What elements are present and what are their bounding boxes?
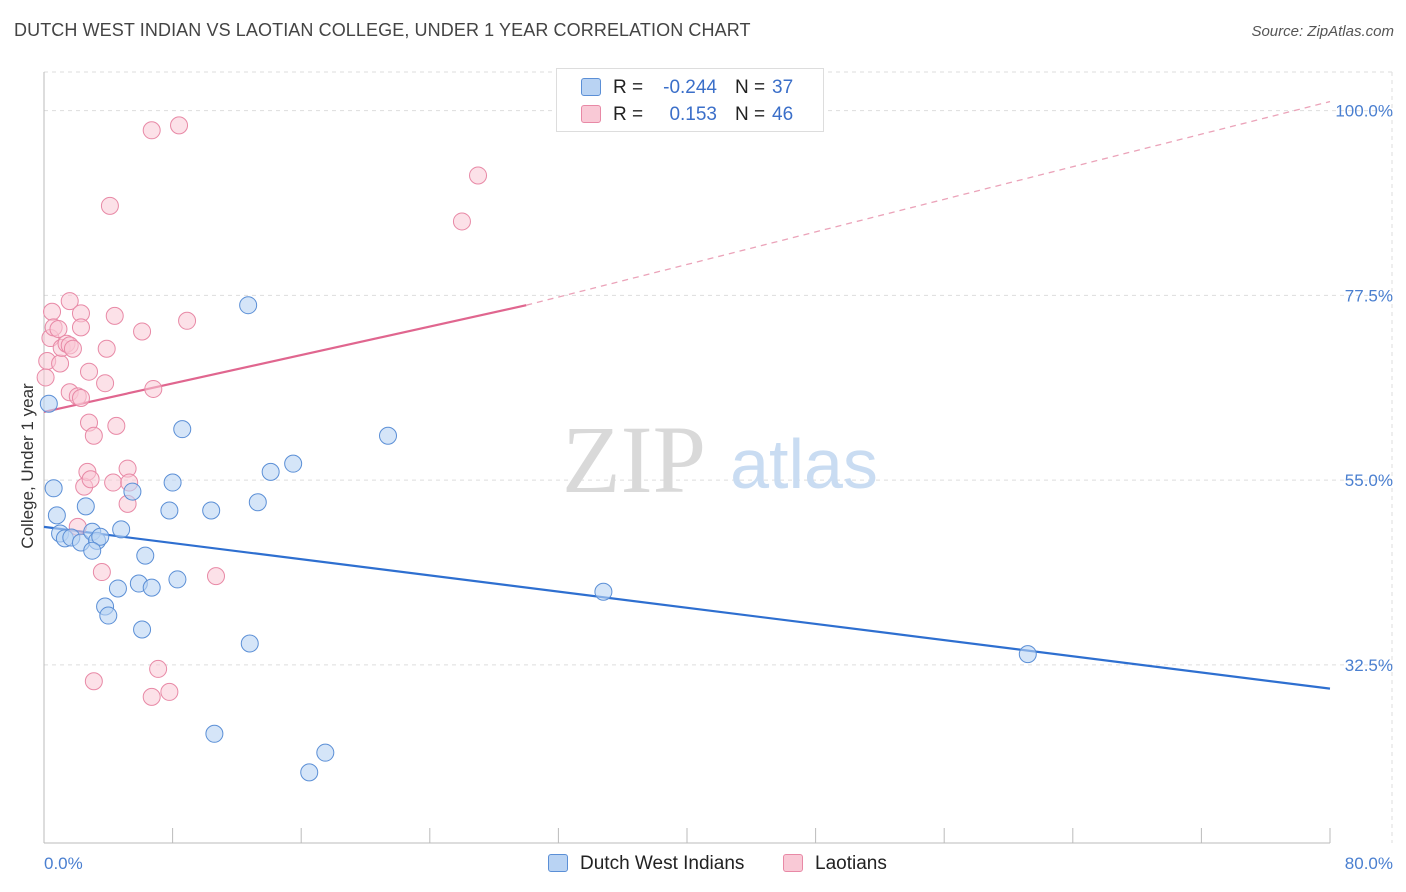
legend-swatch-blue [581, 78, 601, 96]
point-laotians [452, 212, 471, 231]
point-dutch-west-indians [168, 570, 187, 589]
point-laotians [142, 121, 161, 140]
trend-lines [43, 100, 1331, 690]
point-dutch-west-indians [133, 620, 152, 639]
point-laotians [49, 320, 68, 338]
point-laotians [178, 311, 197, 330]
legend-n-label: N = [735, 104, 766, 125]
trend-line-laotians-extension [526, 100, 1331, 306]
point-dutch-west-indians [202, 501, 221, 520]
point-dutch-west-indians [83, 541, 102, 560]
point-dutch-west-indians [261, 462, 280, 481]
point-laotians [170, 116, 189, 135]
point-laotians [84, 672, 103, 691]
point-dutch-west-indians [39, 394, 58, 413]
point-laotians [207, 567, 226, 586]
point-laotians [97, 339, 116, 358]
point-dutch-west-indians [173, 420, 192, 439]
data-points [36, 116, 1037, 782]
point-laotians [160, 682, 179, 701]
legend-row-pink: R = 0.153 N = 46 [557, 100, 823, 128]
point-laotians [469, 166, 488, 185]
point-dutch-west-indians [594, 582, 613, 601]
point-dutch-west-indians [239, 296, 258, 315]
legend-row-blue: R = -0.244 N = 37 [557, 73, 823, 101]
point-laotians [71, 388, 90, 407]
legend-r-value-blue: -0.244 [663, 77, 717, 98]
legend-swatch-pink [783, 854, 803, 872]
trend-line-dutch-west-indians [43, 525, 1331, 690]
point-dutch-west-indians [142, 578, 161, 597]
point-laotians [133, 322, 152, 341]
legend-r-label: R = [613, 104, 644, 125]
point-dutch-west-indians [163, 473, 182, 492]
point-laotians [63, 339, 82, 358]
legend-label-dutch-west-indians: Dutch West Indians [580, 853, 745, 874]
y-tick-label: 77.5% [1345, 286, 1393, 305]
point-dutch-west-indians [284, 454, 303, 473]
chart-title: DUTCH WEST INDIAN VS LAOTIAN COLLEGE, UN… [14, 20, 751, 40]
point-laotians [96, 374, 115, 393]
y-tick-label: 55.0% [1345, 471, 1393, 490]
stats-legend: R = -0.244 N = 37 R = 0.153 N = 46 [556, 68, 824, 132]
point-laotians [144, 379, 163, 398]
legend-r-value-pink: 0.153 [669, 104, 717, 125]
watermark-atlas: atlas [730, 425, 878, 503]
legend-r-label: R = [613, 77, 644, 98]
point-dutch-west-indians [76, 497, 95, 516]
point-laotians [92, 563, 111, 582]
watermark-zip: ZIP [562, 406, 706, 513]
trend-line-laotians [43, 304, 527, 414]
source-credit: Source: ZipAtlas.com [1251, 23, 1394, 40]
point-laotians [100, 196, 119, 215]
point-laotians [149, 659, 168, 678]
point-laotians [81, 470, 100, 489]
legend-swatch-pink [581, 105, 601, 123]
point-laotians [80, 362, 99, 381]
point-dutch-west-indians [316, 743, 335, 762]
point-dutch-west-indians [300, 763, 319, 782]
point-dutch-west-indians [91, 527, 110, 546]
legend-n-value-pink: 46 [772, 104, 794, 125]
point-laotians [43, 302, 62, 321]
legend-swatch-blue [548, 854, 568, 872]
x-tick-label: 80.0% [1345, 854, 1393, 873]
point-laotians [84, 426, 103, 445]
point-dutch-west-indians [240, 634, 259, 653]
y-tick-label: 100.0% [1335, 102, 1393, 121]
point-laotians [107, 416, 126, 435]
point-dutch-west-indians [108, 579, 127, 598]
point-dutch-west-indians [112, 520, 131, 539]
point-dutch-west-indians [205, 724, 224, 743]
tick-labels: 32.5% 55.0% 77.5% 100.0% 0.0% 80.0% [44, 102, 1393, 873]
series-legend: Dutch West Indians Laotians [0, 852, 1406, 878]
point-dutch-west-indians [47, 506, 66, 525]
point-dutch-west-indians [136, 546, 155, 565]
x-tick-label: 0.0% [44, 854, 83, 873]
point-dutch-west-indians [1018, 645, 1037, 664]
point-dutch-west-indians [379, 426, 398, 445]
legend-n-label: N = [735, 77, 766, 98]
point-laotians [51, 354, 70, 373]
grid-lines [44, 71, 1393, 843]
point-dutch-west-indians [160, 501, 179, 520]
point-laotians [142, 687, 161, 706]
watermark: ZIP atlas [562, 406, 878, 513]
point-dutch-west-indians [248, 493, 267, 512]
legend-n-value-blue: 37 [772, 77, 794, 98]
point-laotians [71, 318, 90, 337]
point-laotians [105, 306, 124, 325]
point-laotians [104, 473, 123, 492]
point-dutch-west-indians [44, 479, 63, 498]
point-laotians [36, 368, 55, 387]
legend-label-laotians: Laotians [815, 853, 887, 874]
y-tick-label: 32.5% [1345, 656, 1393, 675]
point-dutch-west-indians [99, 606, 118, 625]
axes [43, 72, 1331, 844]
point-laotians [60, 292, 79, 311]
point-dutch-west-indians [123, 482, 142, 501]
